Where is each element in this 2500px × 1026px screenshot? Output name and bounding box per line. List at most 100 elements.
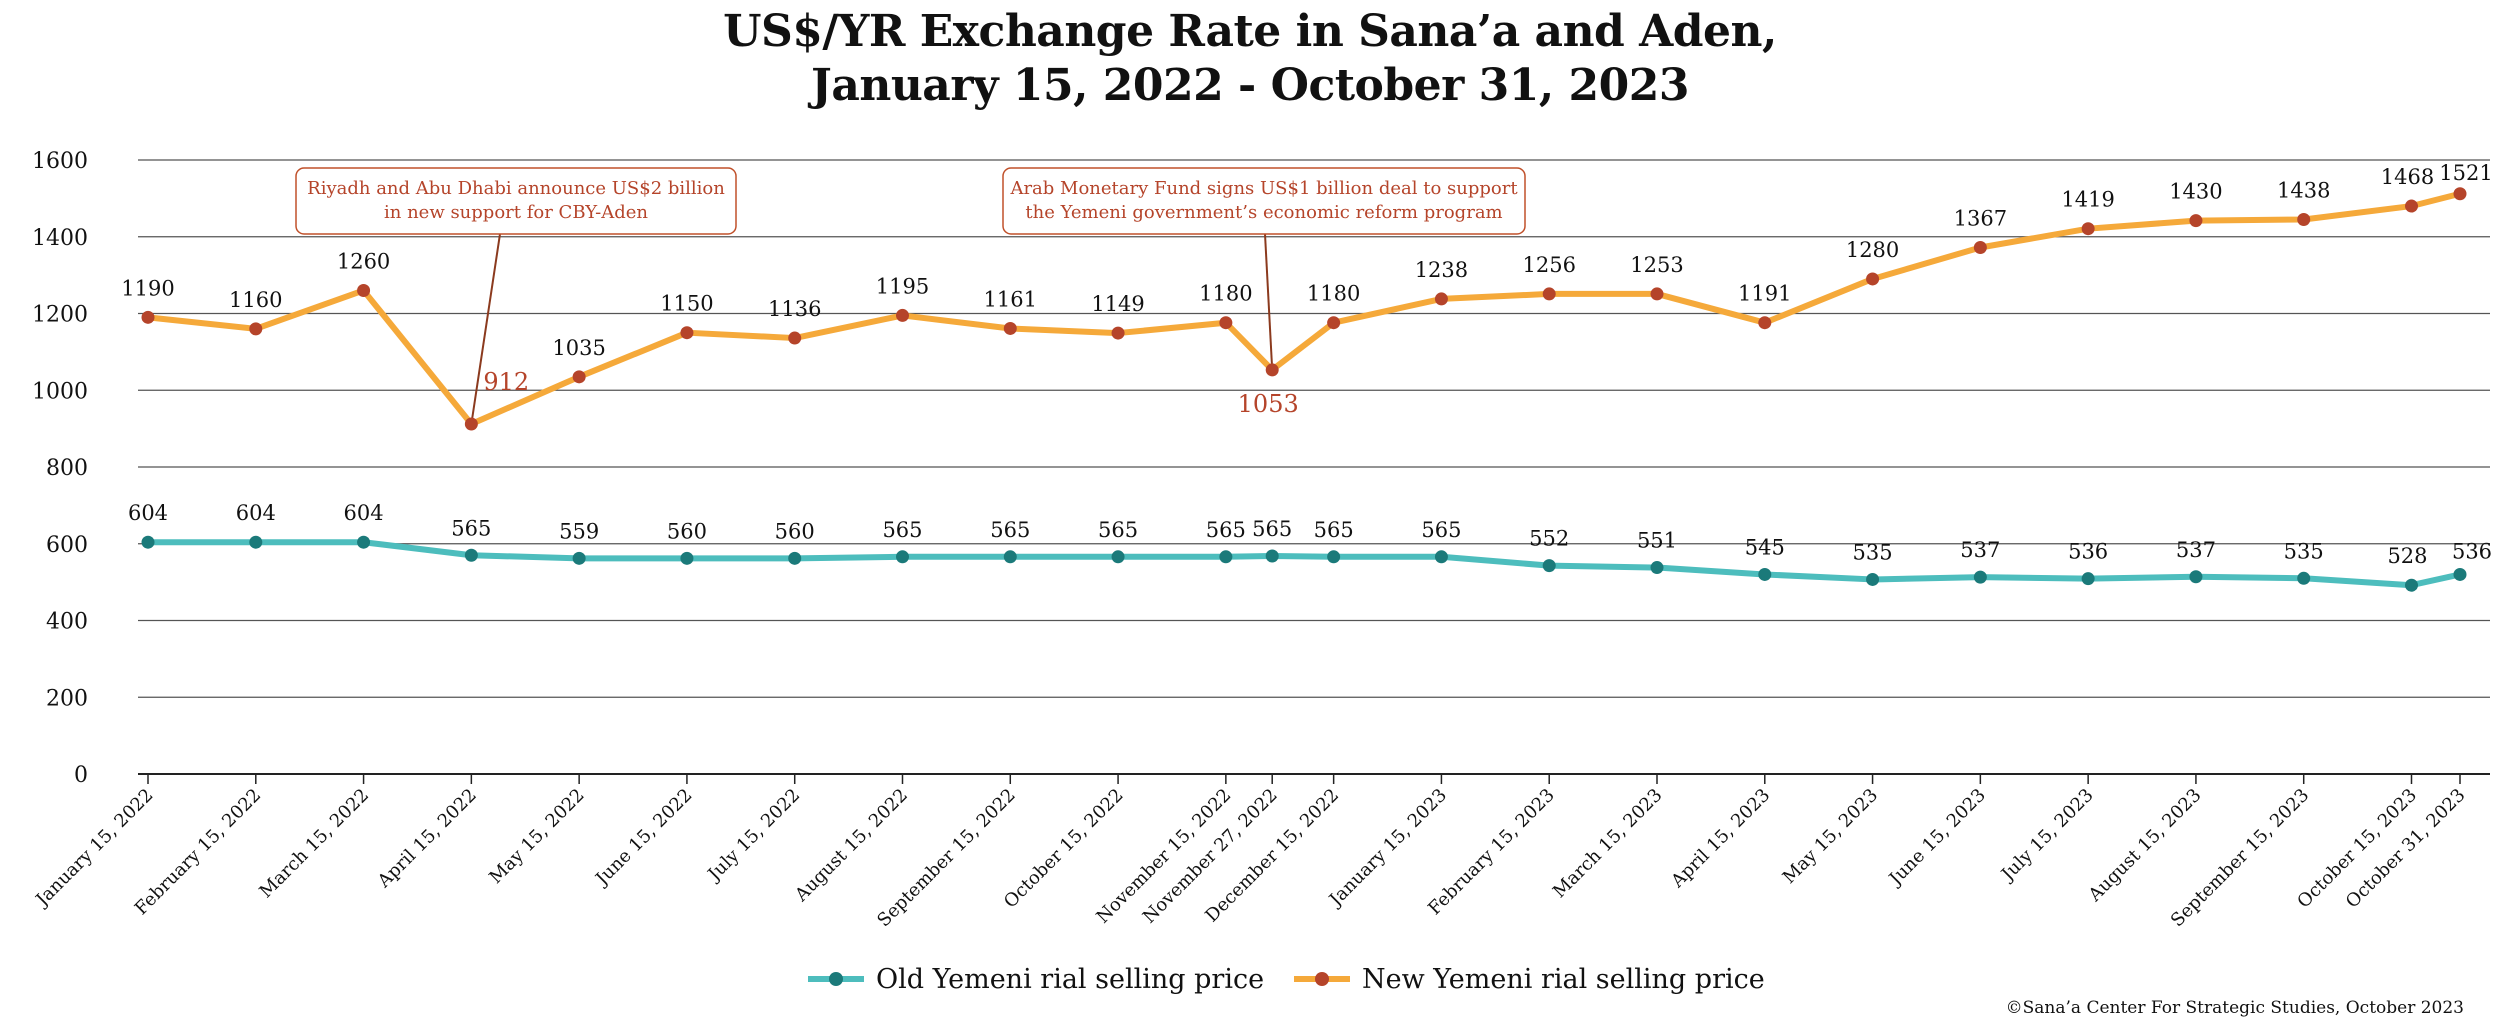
data-point bbox=[1327, 550, 1341, 564]
data-label: 565 bbox=[990, 518, 1030, 542]
data-label: 560 bbox=[667, 519, 707, 543]
legend-label: New Yemeni rial selling price bbox=[1362, 964, 1765, 995]
data-point bbox=[1542, 287, 1556, 301]
data-label: 565 bbox=[1206, 518, 1246, 542]
x-tick-label: January 15, 2022 bbox=[31, 785, 158, 912]
data-label: 545 bbox=[1745, 535, 1785, 559]
data-point bbox=[1327, 316, 1341, 330]
data-label: 1367 bbox=[1954, 206, 2007, 230]
x-tick-label: March 15, 2022 bbox=[255, 785, 373, 903]
data-point bbox=[2081, 572, 2095, 586]
chart-title-line2: January 15, 2022 - October 31, 2023 bbox=[811, 60, 1690, 111]
data-label: 1180 bbox=[1199, 282, 1252, 306]
data-label: 536 bbox=[2452, 539, 2492, 563]
chart-title-line1: US$/YR Exchange Rate in Sana’a and Aden, bbox=[723, 6, 1777, 57]
annotation-box bbox=[295, 167, 737, 235]
x-tick-label: August 15, 2022 bbox=[790, 785, 912, 907]
annotation-text: in new support for CBY-Aden bbox=[384, 202, 648, 223]
data-point bbox=[2189, 570, 2203, 584]
annotations: Riyadh and Abu Dhabi announce US$2 billi… bbox=[295, 167, 1526, 425]
data-point bbox=[2404, 578, 2418, 592]
data-point bbox=[357, 535, 371, 549]
data-point bbox=[1758, 567, 1772, 581]
data-label: 1468 bbox=[2381, 165, 2434, 189]
data-label: 565 bbox=[1098, 518, 1138, 542]
data-label: 1521 bbox=[2439, 161, 2492, 185]
data-point bbox=[2189, 214, 2203, 228]
annotation-text: Riyadh and Abu Dhabi announce US$2 billi… bbox=[307, 178, 725, 199]
x-tick-label: June 15, 2023 bbox=[1884, 785, 1990, 891]
data-label: 565 bbox=[882, 518, 922, 542]
data-point bbox=[1973, 240, 1987, 254]
data-point bbox=[1650, 561, 1664, 575]
data-point bbox=[249, 535, 263, 549]
data-point bbox=[464, 417, 478, 431]
data-label: 1238 bbox=[1415, 258, 1468, 282]
legend-swatch-marker bbox=[829, 972, 843, 986]
data-label: 552 bbox=[1529, 527, 1569, 551]
y-tick-label: 1000 bbox=[32, 379, 88, 404]
data-point bbox=[1219, 316, 1233, 330]
x-tick-label: April 15, 2022 bbox=[373, 785, 481, 893]
data-label: 912 bbox=[483, 368, 529, 396]
x-tick-label: July 15, 2022 bbox=[703, 785, 805, 887]
data-label: 1260 bbox=[337, 249, 390, 273]
data-point bbox=[1434, 550, 1448, 564]
legend-label: Old Yemeni rial selling price bbox=[876, 964, 1264, 995]
data-point bbox=[1650, 287, 1664, 301]
data-label: 1035 bbox=[552, 336, 605, 360]
data-point bbox=[1973, 570, 1987, 584]
data-point bbox=[1758, 316, 1772, 330]
legend-swatch-marker bbox=[1315, 972, 1329, 986]
data-label: 551 bbox=[1637, 529, 1677, 553]
data-label: 528 bbox=[2387, 544, 2427, 568]
data-point bbox=[464, 548, 478, 562]
data-label: 1136 bbox=[768, 297, 821, 321]
data-label: 1161 bbox=[984, 287, 1037, 311]
series-new-rial: 1190 1160 1260 912 1035 1150 1136 1195 1161 1149 1… bbox=[121, 161, 2493, 431]
x-tick-label: March 15, 2023 bbox=[1549, 785, 1667, 903]
series-line bbox=[145, 190, 2463, 428]
y-tick-label: 400 bbox=[46, 610, 88, 635]
data-label: 1195 bbox=[876, 274, 929, 298]
data-point bbox=[572, 551, 586, 565]
x-tick-label: October 15, 2022 bbox=[1000, 785, 1128, 913]
annotation-leader bbox=[1264, 233, 1274, 370]
data-label: 559 bbox=[559, 519, 599, 543]
y-tick-label: 1400 bbox=[32, 226, 88, 251]
data-label: 537 bbox=[1960, 538, 2000, 562]
data-point bbox=[141, 310, 155, 324]
annotation-leader bbox=[470, 233, 501, 425]
data-label: 536 bbox=[2068, 540, 2108, 564]
source-credit: ©Sana’a Center For Strategic Studies, Oc… bbox=[2005, 998, 2464, 1018]
data-label: 1253 bbox=[1630, 253, 1683, 277]
data-label: 565 bbox=[1314, 518, 1354, 542]
data-label: 604 bbox=[236, 501, 276, 525]
data-label: 1430 bbox=[2169, 180, 2222, 204]
data-point bbox=[2404, 199, 2418, 213]
x-tick-label: July 15, 2023 bbox=[1996, 785, 2098, 887]
annotation-text: Arab Monetary Fund signs US$1 billion de… bbox=[1009, 178, 1518, 199]
data-label: 565 bbox=[1252, 517, 1292, 541]
data-label: 535 bbox=[1853, 540, 1893, 564]
x-tick-label: August 15, 2023 bbox=[2084, 785, 2206, 907]
data-point bbox=[1003, 321, 1017, 335]
y-axis: 0 200 400 600 800 1000 1200 1400 1600 bbox=[32, 149, 88, 788]
data-point bbox=[1265, 363, 1279, 377]
data-label: 1280 bbox=[1846, 238, 1899, 262]
data-point bbox=[2453, 567, 2467, 581]
data-point bbox=[1866, 572, 1880, 586]
data-label: 1419 bbox=[2061, 188, 2114, 212]
y-tick-label: 200 bbox=[46, 686, 88, 711]
data-label: 1149 bbox=[1091, 292, 1144, 316]
data-label: 604 bbox=[128, 501, 168, 525]
data-label: 1191 bbox=[1738, 282, 1791, 306]
annotation-text: the Yemeni government’s economic reform … bbox=[1025, 202, 1502, 223]
data-label: 1180 bbox=[1307, 282, 1360, 306]
series-line bbox=[145, 539, 2463, 589]
data-label: 565 bbox=[1421, 518, 1461, 542]
data-point bbox=[895, 308, 909, 322]
